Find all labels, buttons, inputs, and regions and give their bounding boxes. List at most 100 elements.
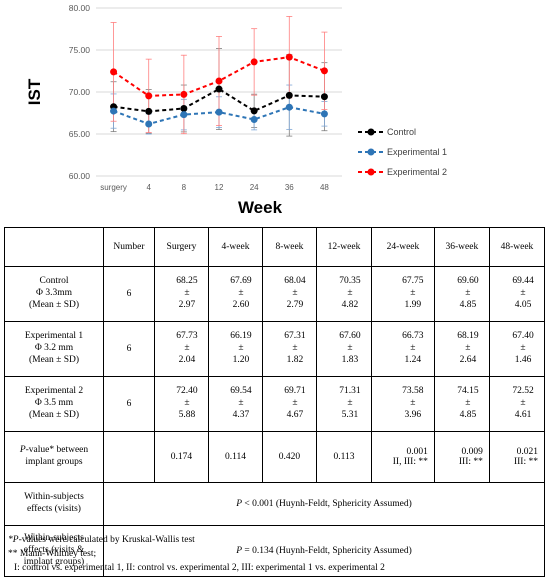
- y-tick-label: 70.00: [69, 87, 91, 97]
- within-groups-label-line2: effects (visits &: [23, 545, 85, 556]
- x-tick-label: 12: [215, 183, 224, 192]
- pvalue-number: 0.113: [333, 452, 355, 462]
- plus-minus: ±: [184, 343, 190, 354]
- pvalue-cell: 0.420: [261, 431, 317, 483]
- mean-sd-cell: 67.40 ±1.46: [488, 321, 546, 377]
- data-point: [320, 93, 328, 101]
- data-point: [320, 67, 328, 75]
- x-tick-label: 8: [182, 183, 187, 192]
- plus-minus: ±: [184, 398, 190, 409]
- legend-entry: Experimental 2: [358, 167, 447, 177]
- table-footnotes: *P-values were calculated by Kruskal-Wal…: [8, 533, 385, 575]
- data-point: [110, 107, 118, 115]
- mean-value: 67.60: [339, 331, 361, 342]
- data-point: [215, 108, 223, 116]
- plus-minus: ±: [465, 288, 471, 299]
- group-label-name: Experimental 2: [24, 386, 84, 397]
- plus-minus: ±: [292, 343, 298, 354]
- pvalue-label-line2: implant groups: [25, 457, 83, 467]
- mean-sd-cell: 66.73 ±1.24: [370, 321, 435, 377]
- mean-sd-cell: 69.60 ±4.85: [433, 266, 490, 322]
- data-point: [180, 90, 188, 98]
- x-tick-label: 24: [250, 183, 259, 192]
- header-number: Number: [103, 227, 155, 267]
- pvalue-posthoc: III: **: [458, 457, 483, 467]
- plus-minus: ±: [410, 398, 416, 409]
- group-label-stat: (Mean ± SD): [28, 409, 80, 420]
- plus-minus: ±: [347, 343, 353, 354]
- within-visits-text: < 0.001 (Huynh-Feldt, Sphericity Assumed…: [242, 499, 412, 509]
- mean-value: 66.73: [402, 331, 424, 342]
- data-point: [285, 103, 293, 111]
- plus-minus: ±: [520, 288, 526, 299]
- mean-sd-cell: 70.35 ±4.82: [315, 266, 372, 322]
- data-point: [250, 58, 258, 66]
- group-label-stat: (Mean ± SD): [28, 299, 80, 310]
- data-point: [285, 53, 293, 61]
- plus-minus: ±: [292, 398, 298, 409]
- plus-minus: ±: [465, 398, 471, 409]
- mean-sd-cell: 68.04 ±2.79: [261, 266, 317, 322]
- table-row-within-visits: Within-subjects effects (visits) P < 0.0…: [4, 482, 545, 526]
- mean-value: 72.40: [176, 386, 198, 397]
- mean-sd-cell: 72.52 ±4.61: [488, 376, 546, 432]
- mean-value: 70.35: [339, 276, 361, 287]
- sd-value: 2.79: [286, 299, 304, 310]
- data-point: [145, 92, 153, 100]
- data-point: [250, 107, 258, 115]
- sd-value: 4.61: [514, 409, 532, 420]
- mean-value: 69.60: [457, 276, 479, 287]
- plus-minus: ±: [238, 288, 244, 299]
- plus-minus: ±: [292, 288, 298, 299]
- footnote-kruskal-text: -values were calculated by Kruskal-Walli…: [18, 535, 195, 545]
- mean-value: 73.58: [402, 386, 424, 397]
- plus-minus: ±: [347, 398, 353, 409]
- legend-label: Control: [387, 127, 416, 137]
- pvalue-cell: 0.174: [154, 431, 209, 483]
- mean-value: 66.19: [230, 331, 252, 342]
- data-point: [145, 107, 153, 115]
- legend-entry: Experimental 1: [358, 147, 447, 157]
- mean-value: 74.15: [457, 386, 479, 397]
- sd-value: 4.67: [286, 409, 304, 420]
- header-8-week: 8-week: [261, 227, 317, 267]
- sd-value: 2.64: [459, 354, 477, 365]
- sd-value: 2.97: [178, 299, 196, 310]
- mean-sd-cell: 74.15 ±4.85: [433, 376, 490, 432]
- mean-sd-cell: 67.75 ±1.99: [370, 266, 435, 322]
- pvalue-p-italic: P: [19, 445, 26, 456]
- mean-sd-cell: 67.69 ±2.60: [207, 266, 263, 322]
- mean-value: 68.04: [284, 276, 306, 287]
- sd-value: 1.83: [341, 354, 359, 365]
- sd-value: 4.85: [459, 299, 477, 310]
- pvalue-cell: 0.009 III: **: [433, 431, 490, 483]
- group-label-size: Φ 3.3mm: [36, 288, 72, 299]
- mean-sd-cell: 68.19 ±2.64: [433, 321, 490, 377]
- within-visits-label-line1: Within-subjects: [24, 492, 84, 503]
- pvalue-number: 0.114: [224, 452, 246, 462]
- footnote-kruskal: *P-values were calculated by Kruskal-Wal…: [8, 533, 385, 547]
- y-tick-label: 75.00: [69, 45, 91, 55]
- y-axis-label: IST: [25, 78, 44, 105]
- table-row-within-visits-groups: Within-subjects effects (visits & implan…: [4, 525, 545, 577]
- pvalue-number: 0.174: [170, 452, 193, 462]
- pvalue-number: 0.021: [516, 447, 538, 457]
- group-label: Control Φ 3.3mm (Mean ± SD): [4, 266, 104, 322]
- mean-sd-cell: 66.19 ±1.20: [207, 321, 263, 377]
- sd-value: 4.37: [232, 409, 250, 420]
- header-48-week: 48-week: [488, 227, 546, 267]
- within-visits-p-italic: P: [236, 499, 243, 509]
- y-tick-label: 80.00: [69, 3, 91, 13]
- plus-minus: ±: [238, 343, 244, 354]
- mean-value: 67.75: [402, 276, 424, 287]
- pvalue-posthoc: III: **: [513, 457, 538, 467]
- within-visits-result: P < 0.001 (Huynh-Feldt, Sphericity Assum…: [103, 482, 545, 526]
- mean-value: 67.31: [284, 331, 306, 342]
- plus-minus: ±: [347, 288, 353, 299]
- data-point: [285, 91, 293, 99]
- mean-value: 71.31: [339, 386, 361, 397]
- x-tick-label: 36: [285, 183, 294, 192]
- footnote-p-italic: *P: [8, 535, 19, 545]
